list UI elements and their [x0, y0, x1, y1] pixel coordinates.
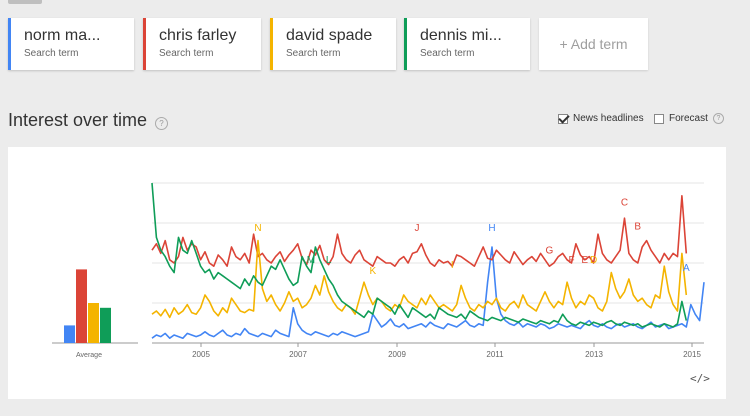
news-annotation-marker: I [451, 260, 454, 271]
news-annotation-marker: M [307, 255, 315, 266]
average-bar [100, 307, 111, 343]
news-annotation-marker: C [621, 197, 628, 208]
average-bar [88, 303, 99, 343]
news-annotation-marker: F [568, 255, 574, 266]
term-subtitle: Search term [159, 48, 214, 59]
news-annotation-marker: B [634, 221, 641, 232]
series-line [151, 182, 688, 328]
news-annotation-marker: D [590, 255, 597, 266]
forecast-checkbox[interactable] [654, 113, 664, 124]
news-annotation-marker: A [683, 263, 690, 274]
average-label: Average [76, 352, 102, 359]
add-term-button[interactable]: + Add term [539, 18, 648, 70]
x-tick-label: 2005 [192, 350, 210, 359]
news-annotation-marker: G [546, 245, 554, 256]
term-color-bar [8, 18, 11, 70]
average-bar [76, 269, 87, 343]
x-tick-label: 2015 [683, 350, 701, 359]
help-icon[interactable]: ? [155, 117, 168, 130]
forecast-label: Forecast [669, 113, 708, 124]
news-annotation-marker: K [369, 266, 376, 277]
term-name: dennis mi... [420, 27, 502, 44]
forecast-help-icon[interactable]: ? [712, 113, 724, 124]
term-subtitle: Search term [24, 48, 79, 59]
term-subtitle: Search term [420, 48, 475, 59]
news-headlines-toggle[interactable]: News headlines [558, 113, 644, 124]
embed-code-icon[interactable]: </> [690, 372, 710, 385]
term-subtitle: Search term [286, 48, 341, 59]
news-annotation-marker: L [326, 255, 332, 266]
series-line [151, 246, 705, 339]
average-bar [64, 325, 75, 343]
top-strip [0, 0, 750, 6]
term-name: chris farley [159, 27, 237, 44]
forecast-toggle[interactable]: Forecast ? [654, 113, 724, 124]
news-annotation-marker: H [488, 223, 495, 234]
term-name: david spade [286, 27, 373, 44]
series-line [151, 194, 688, 267]
x-tick-label: 2011 [486, 350, 504, 359]
section-title: Interest over time [8, 110, 148, 130]
search-term-card-4[interactable]: dennis mi... Search term [404, 18, 530, 70]
term-color-bar [143, 18, 146, 70]
news-annotation-marker: J [414, 223, 419, 234]
news-annotation-marker: N [254, 223, 261, 234]
term-color-bar [404, 18, 407, 70]
clipped-heading [8, 0, 42, 4]
series-line [151, 239, 688, 319]
interest-over-time-chart: Average 2005 2007 2009 2011 2013 2015 N M L K J I H G F… [52, 182, 705, 359]
interest-chart-card: Average 2005 2007 2009 2011 2013 2015 N M L K J I H G F… [8, 147, 726, 399]
news-headlines-label: News headlines [573, 113, 644, 124]
news-headlines-checkbox[interactable] [558, 113, 568, 124]
x-tick-label: 2007 [289, 350, 307, 359]
search-term-card-2[interactable]: chris farley Search term [143, 18, 261, 70]
x-tick-label: 2009 [388, 350, 406, 359]
news-annotation-marker: E [581, 255, 588, 266]
term-name: norm ma... [24, 27, 101, 44]
search-term-card-1[interactable]: norm ma... Search term [8, 18, 134, 70]
x-tick-label: 2013 [585, 350, 603, 359]
search-term-card-3[interactable]: david spade Search term [270, 18, 396, 70]
term-color-bar [270, 18, 273, 70]
